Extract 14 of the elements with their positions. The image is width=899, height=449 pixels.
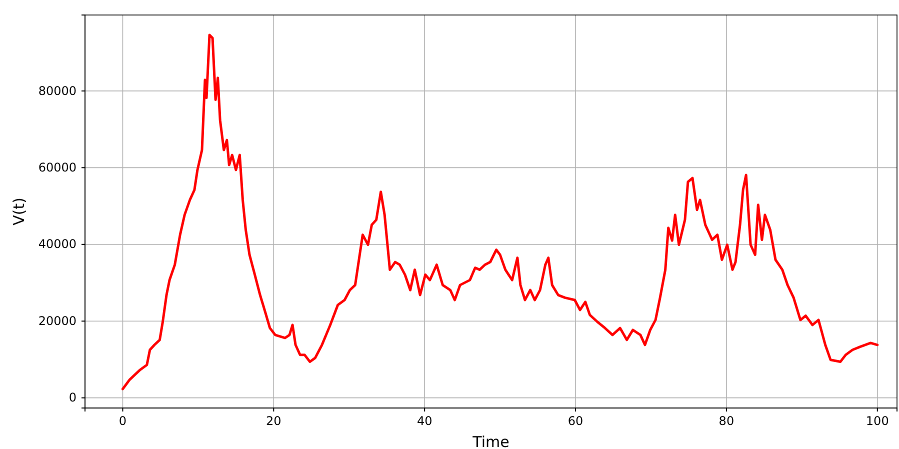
y-axis-title: V(t) <box>10 198 28 226</box>
y-tick-label: 60000 <box>38 160 76 175</box>
y-tick-label: 40000 <box>38 237 76 252</box>
y-tick-label: 20000 <box>38 314 76 328</box>
y-tick-label: 0 <box>68 390 76 405</box>
line-series <box>121 34 879 390</box>
x-tick-label: 100 <box>866 414 889 428</box>
y-tick-label: 80000 <box>38 84 76 98</box>
x-tick-label: 60 <box>568 414 584 428</box>
x-tick-label: 0 <box>118 414 127 428</box>
x-tick-label: 40 <box>416 414 432 428</box>
x-tick-label: 80 <box>718 414 734 428</box>
x-tick-label: 20 <box>266 414 282 428</box>
x-axis-title: Time <box>472 433 510 449</box>
